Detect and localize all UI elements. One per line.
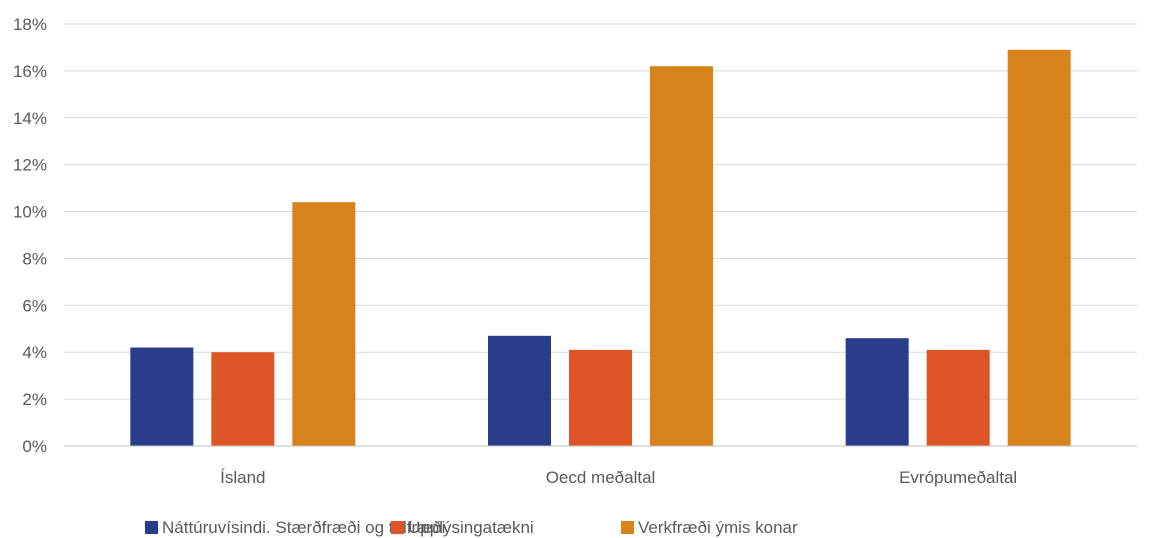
- category-label: Oecd meðaltal: [546, 468, 656, 487]
- bar: [130, 347, 194, 446]
- bar: [488, 335, 551, 446]
- y-tick-label: 2%: [22, 390, 47, 409]
- gridlines: [64, 23, 1137, 400]
- y-axis-tick-labels: 0% 2% 4% 6% 8% 10% 12% 14% 16% 18%: [13, 15, 47, 456]
- legend: Náttúruvísindi. Stærðfræði og tölfræðiUp…: [145, 518, 798, 537]
- category-label: Ísland: [220, 468, 265, 487]
- legend-label: Upplýsingatækni: [408, 518, 534, 537]
- y-tick-label: 0%: [22, 437, 47, 456]
- legend-swatch: [391, 521, 404, 534]
- y-tick-label: 10%: [13, 203, 47, 222]
- bar: [211, 352, 275, 446]
- y-tick-label: 4%: [22, 343, 47, 362]
- bar: [1007, 49, 1071, 447]
- category-label: Evrópumeðaltal: [899, 468, 1017, 487]
- y-tick-label: 12%: [13, 156, 47, 175]
- bars: [130, 49, 1071, 447]
- legend-label: Verkfræði ýmis konar: [638, 518, 798, 537]
- y-tick-label: 16%: [13, 62, 47, 81]
- bar: [569, 349, 632, 446]
- y-tick-label: 8%: [22, 249, 47, 268]
- bar: [845, 338, 909, 446]
- bar: [650, 66, 713, 446]
- bar: [292, 202, 356, 446]
- legend-label: Náttúruvísindi. Stærðfræði og tölfræði: [162, 518, 445, 537]
- y-tick-label: 14%: [13, 109, 47, 128]
- bar: [926, 349, 990, 446]
- legend-swatch: [145, 521, 158, 534]
- legend-swatch: [621, 521, 634, 534]
- category-labels: Ísland Oecd meðaltal Evrópumeðaltal: [220, 468, 1017, 487]
- y-tick-label: 18%: [13, 15, 47, 34]
- y-tick-label: 6%: [22, 296, 47, 315]
